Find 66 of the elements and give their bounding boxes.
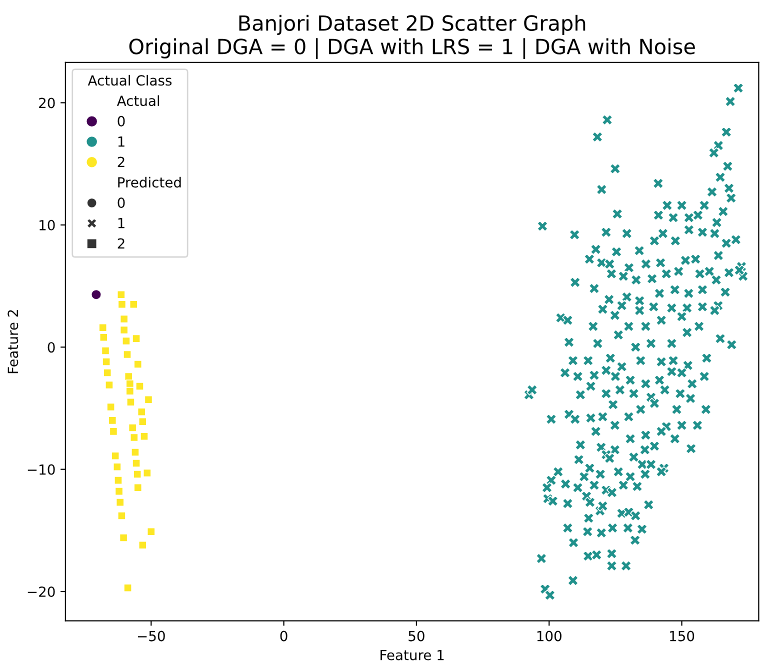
point bbox=[140, 432, 148, 441]
point bbox=[102, 358, 111, 366]
x-tick-label: 0 bbox=[280, 630, 288, 642]
point bbox=[116, 498, 124, 507]
y-tick-label: 20 bbox=[39, 98, 55, 108]
point bbox=[99, 333, 108, 342]
point bbox=[105, 380, 114, 390]
point bbox=[114, 487, 124, 496]
legend-label: 2 bbox=[118, 156, 124, 168]
y-axis-title: Feature 2 bbox=[8, 310, 18, 374]
point bbox=[132, 334, 141, 343]
point bbox=[117, 512, 126, 520]
point bbox=[108, 416, 117, 425]
point bbox=[119, 534, 128, 542]
point bbox=[133, 470, 142, 478]
point bbox=[128, 424, 137, 432]
x-axis-title: Feature 1 bbox=[380, 650, 444, 660]
point bbox=[129, 300, 138, 309]
point bbox=[116, 290, 126, 299]
point bbox=[126, 398, 135, 406]
point bbox=[146, 527, 156, 536]
point bbox=[122, 336, 130, 346]
point bbox=[103, 368, 112, 378]
x-tick-label: −50 bbox=[138, 630, 165, 642]
point bbox=[120, 314, 128, 324]
legend-label: 0 bbox=[118, 116, 125, 126]
point bbox=[120, 326, 128, 334]
legend-label: 1 bbox=[118, 136, 124, 147]
point bbox=[131, 448, 140, 456]
point bbox=[130, 433, 138, 442]
point bbox=[138, 417, 147, 426]
x-tick-label: 150 bbox=[670, 630, 694, 642]
text: 2 bbox=[118, 238, 124, 249]
point bbox=[138, 540, 147, 550]
x-tick-label: 50 bbox=[408, 630, 424, 642]
y-tick-label: −20 bbox=[28, 586, 55, 597]
point bbox=[126, 386, 134, 396]
point bbox=[134, 360, 142, 368]
point bbox=[112, 462, 122, 472]
point bbox=[118, 300, 126, 309]
text: 0 bbox=[118, 197, 125, 208]
annotation: Predicted bbox=[118, 176, 181, 188]
point bbox=[109, 427, 118, 436]
point bbox=[137, 408, 146, 416]
annotation: Actual bbox=[116, 95, 160, 106]
point bbox=[98, 323, 108, 332]
point bbox=[114, 476, 122, 485]
point bbox=[132, 458, 141, 468]
point bbox=[123, 350, 132, 359]
point bbox=[124, 584, 132, 592]
y-tick-label: 10 bbox=[40, 220, 55, 230]
point bbox=[136, 382, 144, 390]
point bbox=[106, 402, 116, 412]
point bbox=[124, 372, 133, 381]
y-tick-label: −10 bbox=[28, 464, 55, 475]
point bbox=[101, 346, 110, 356]
point bbox=[111, 452, 120, 460]
x-tick-label: 100 bbox=[537, 630, 562, 642]
text: 1 bbox=[118, 218, 124, 228]
y-tick-label: 0 bbox=[48, 342, 55, 353]
legend-title: Actual Class bbox=[88, 74, 172, 86]
point bbox=[90, 289, 102, 300]
chart-title: Banjori Dataset 2D Scatter Graph Original DGA = 0 | DGA with LRS = 1 | DGA with Noise bbox=[129, 14, 695, 59]
point bbox=[144, 395, 153, 404]
point bbox=[142, 468, 152, 478]
point bbox=[134, 483, 142, 492]
